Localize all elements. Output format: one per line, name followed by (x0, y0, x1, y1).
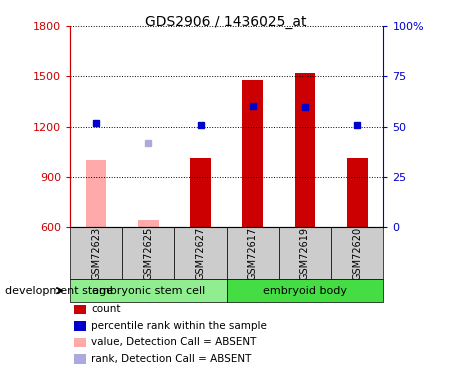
Text: GSM72625: GSM72625 (143, 226, 153, 280)
Bar (331, 227, 383, 279)
Text: GSM72619: GSM72619 (300, 226, 310, 280)
Bar (242, 80, 263, 227)
Bar (226, 279, 383, 302)
Bar (70, 279, 226, 302)
Bar (70, 227, 122, 279)
Text: GSM72620: GSM72620 (352, 226, 362, 280)
Text: GDS2906 / 1436025_at: GDS2906 / 1436025_at (145, 15, 306, 29)
Text: development stage: development stage (5, 286, 113, 296)
Text: rank, Detection Call = ABSENT: rank, Detection Call = ABSENT (91, 354, 252, 364)
Bar (175, 227, 226, 279)
Bar (190, 158, 211, 227)
Text: embryonic stem cell: embryonic stem cell (92, 286, 205, 296)
Text: GSM72617: GSM72617 (248, 226, 258, 280)
Text: GSM72623: GSM72623 (91, 226, 101, 280)
Text: embryoid body: embryoid body (263, 286, 347, 296)
Bar (138, 220, 159, 227)
Text: value, Detection Call = ABSENT: value, Detection Call = ABSENT (91, 338, 257, 347)
Text: GSM72627: GSM72627 (195, 226, 206, 280)
Bar (86, 160, 106, 227)
Bar (279, 227, 331, 279)
Bar (122, 227, 175, 279)
Bar (347, 158, 368, 227)
Bar (226, 227, 279, 279)
Bar (295, 73, 315, 227)
Text: percentile rank within the sample: percentile rank within the sample (91, 321, 267, 331)
Text: count: count (91, 304, 120, 314)
